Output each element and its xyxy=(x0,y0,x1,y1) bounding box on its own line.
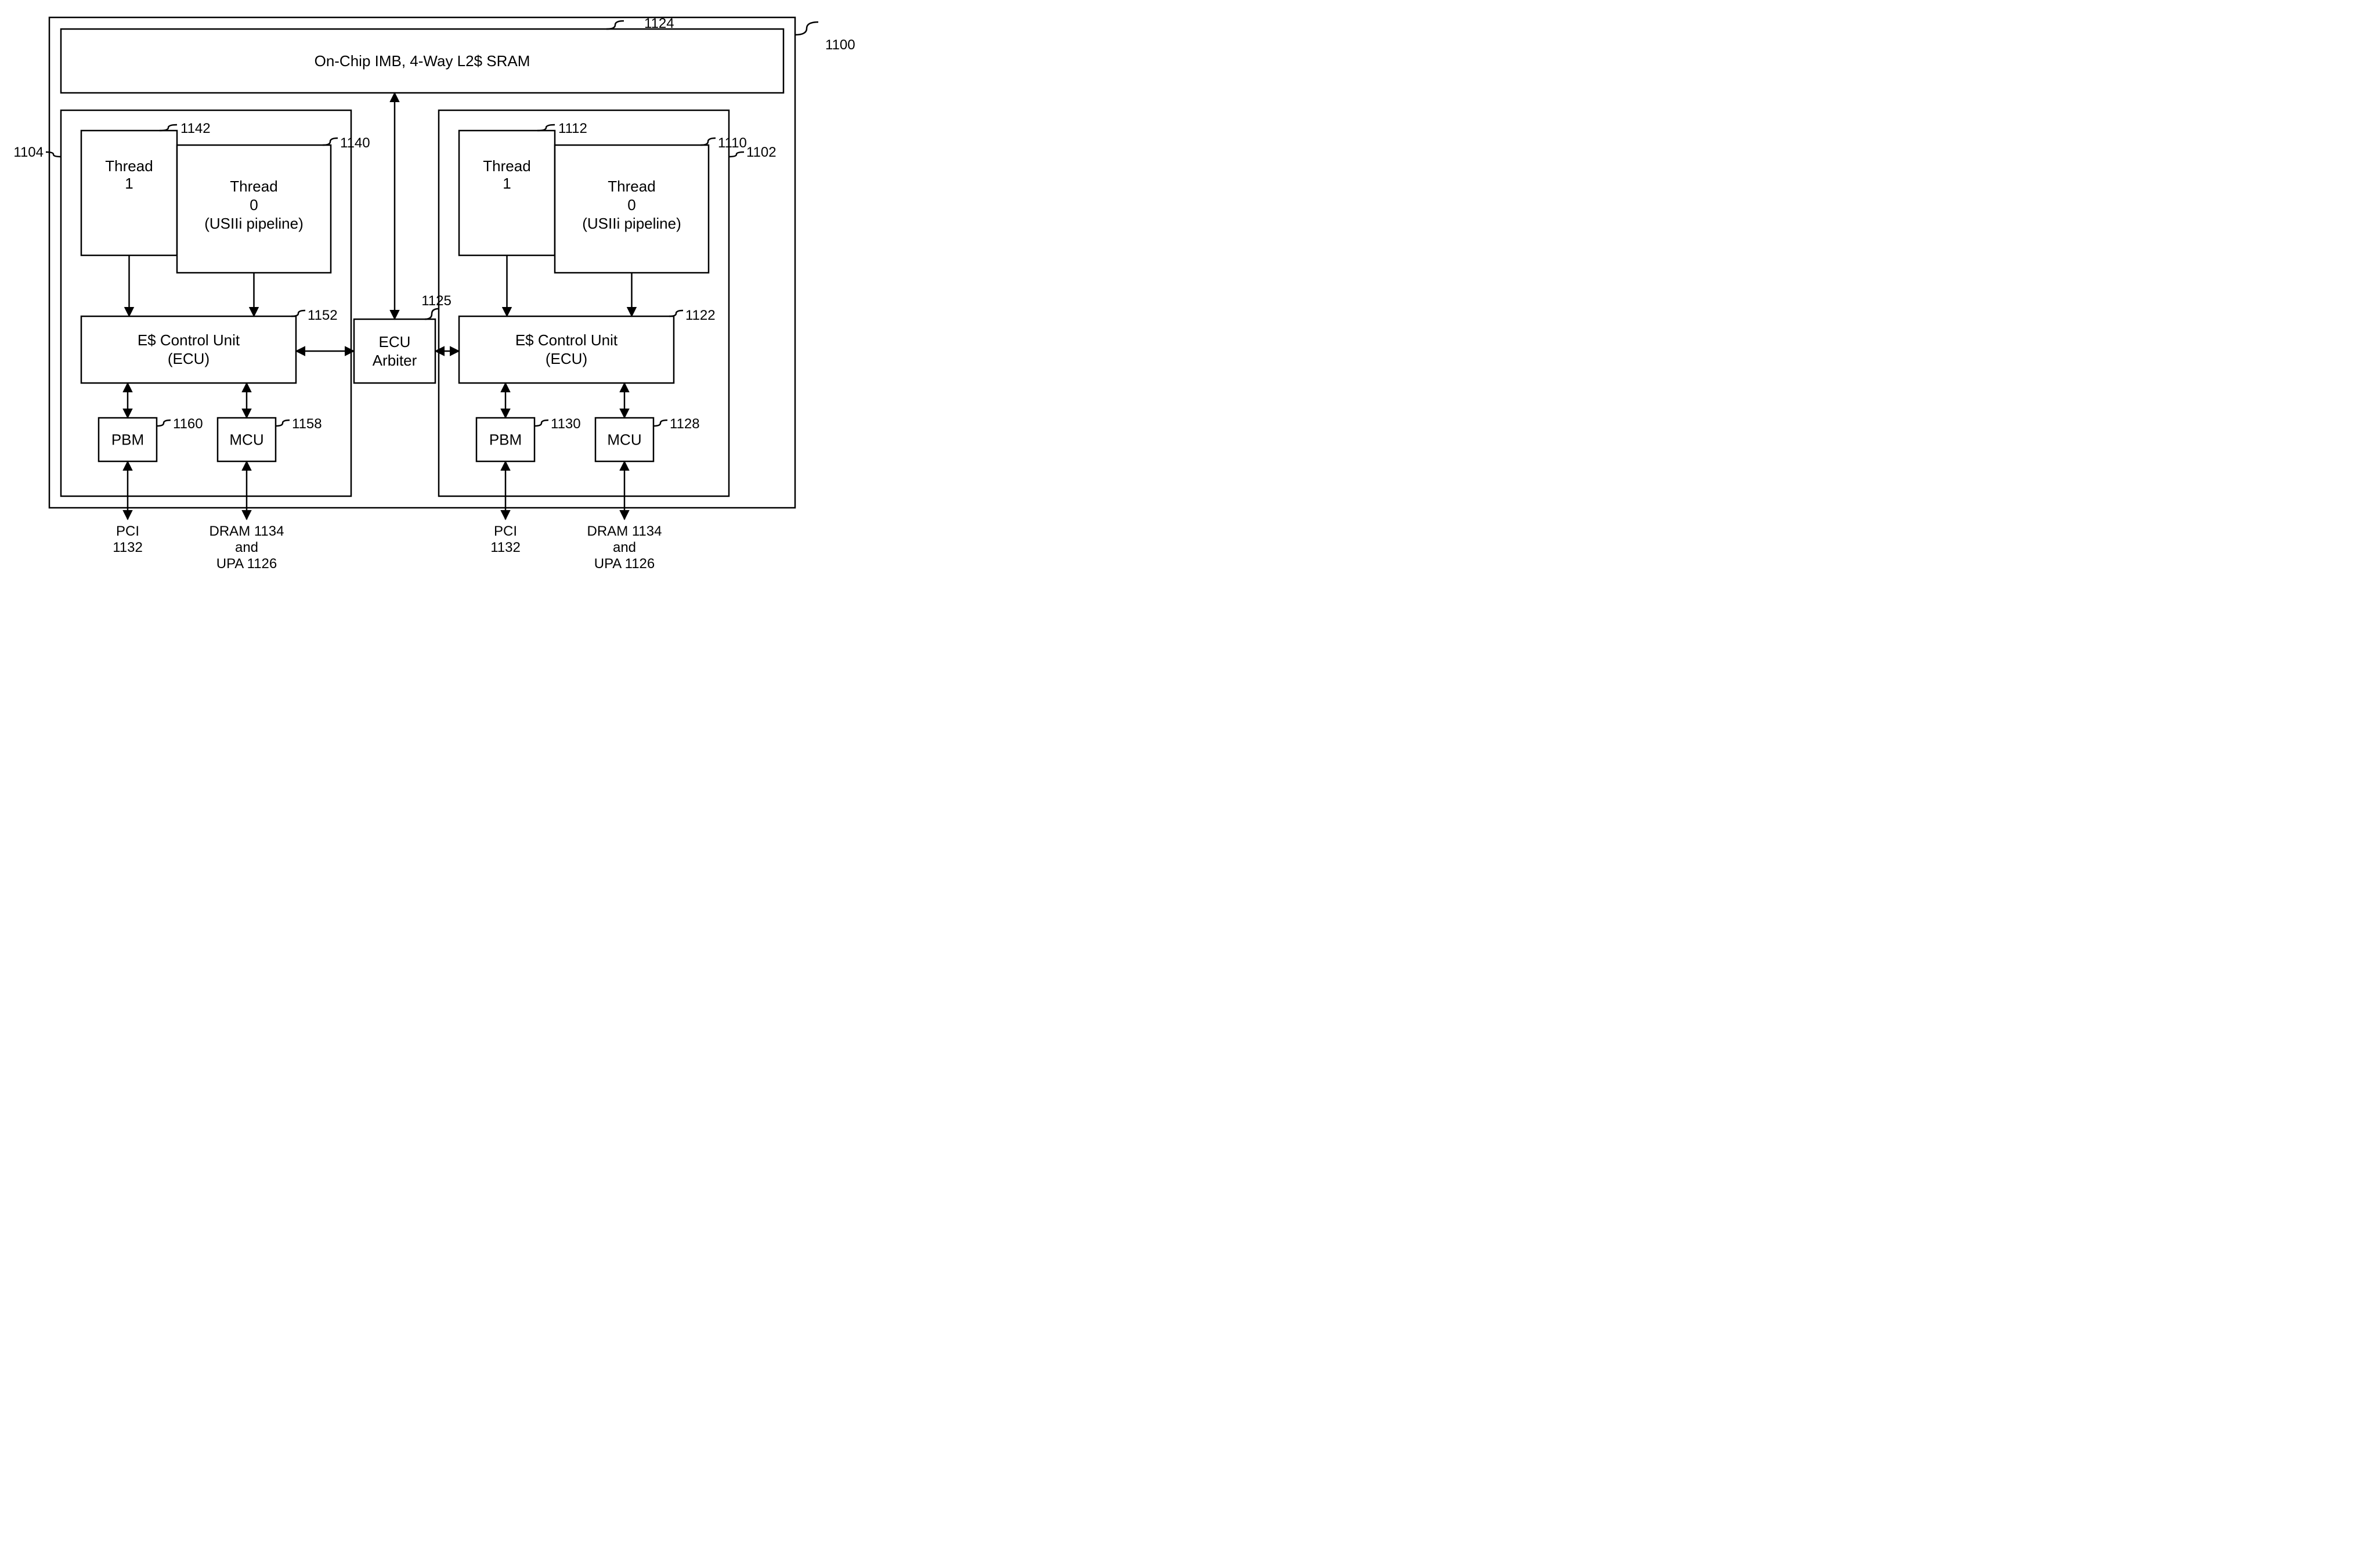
right-ext-mcu-l3: UPA 1126 xyxy=(594,556,655,572)
right-ecu-label2: (ECU) xyxy=(546,350,587,367)
right-core-ref: 1102 xyxy=(746,144,777,160)
left-pbm-label: PBM xyxy=(111,431,144,449)
left-thread1-label1: Thread xyxy=(105,157,153,175)
left-thread1-ref: 1142 xyxy=(180,121,211,136)
right-thread1-label1: Thread xyxy=(483,157,530,175)
right-thread0-label3: (USIIi pipeline) xyxy=(582,215,681,232)
left-ecu-label1: E$ Control Unit xyxy=(138,331,240,349)
right-ext-pbm-l1: PCI xyxy=(494,523,517,539)
right-mcu-ref: 1128 xyxy=(670,416,700,432)
right-ext-mcu-l2: and xyxy=(613,540,636,555)
left-ext-mcu-l1: DRAM 1134 xyxy=(210,523,284,539)
right-ecu-label1: E$ Control Unit xyxy=(515,331,618,349)
right-thread0-label1: Thread xyxy=(608,178,655,195)
left-thread0-label1: Thread xyxy=(230,178,277,195)
left-thread1-box xyxy=(81,131,177,255)
left-ext-mcu-l3: UPA 1126 xyxy=(216,556,277,572)
right-thread1-label2: 1 xyxy=(503,175,511,192)
right-pbm-ref: 1130 xyxy=(551,416,581,432)
left-thread1-label2: 1 xyxy=(125,175,133,192)
left-thread0-label2: 0 xyxy=(250,196,258,214)
right-thread1-box xyxy=(459,131,555,255)
right-thread1-ref: 1112 xyxy=(558,121,587,136)
right-thread0-ref: 1110 xyxy=(718,135,747,151)
arbiter-ref: 1125 xyxy=(421,293,452,309)
left-ecu-ref: 1152 xyxy=(308,308,338,323)
right-thread0-label2: 0 xyxy=(627,196,635,214)
arbiter-box xyxy=(354,319,435,383)
global-ref: 1100 xyxy=(825,37,855,53)
arbiter-label1: ECU xyxy=(379,333,411,351)
global-ref-leader xyxy=(795,22,818,35)
sram-ref: 1124 xyxy=(644,16,674,31)
left-mcu-ref: 1158 xyxy=(292,416,322,432)
left-ecu-label2: (ECU) xyxy=(168,350,210,367)
left-thread0-label3: (USIIi pipeline) xyxy=(204,215,304,232)
left-core-ref: 1104 xyxy=(13,144,44,160)
left-ext-pbm-l1: PCI xyxy=(116,523,139,539)
left-thread0-ref: 1140 xyxy=(340,135,370,151)
right-mcu-label: MCU xyxy=(607,431,641,449)
left-pbm-ref: 1160 xyxy=(173,416,203,432)
right-pbm-label: PBM xyxy=(489,431,522,449)
right-ext-pbm-l2: 1132 xyxy=(490,540,521,555)
left-mcu-label: MCU xyxy=(229,431,263,449)
right-ecu-ref: 1122 xyxy=(685,308,716,323)
right-ext-mcu-l1: DRAM 1134 xyxy=(587,523,662,539)
left-ext-pbm-l2: 1132 xyxy=(113,540,143,555)
left-ext-mcu-l2: and xyxy=(235,540,258,555)
sram-label: On-Chip IMB, 4-Way L2$ SRAM xyxy=(315,52,530,70)
arbiter-label2: Arbiter xyxy=(373,352,417,369)
